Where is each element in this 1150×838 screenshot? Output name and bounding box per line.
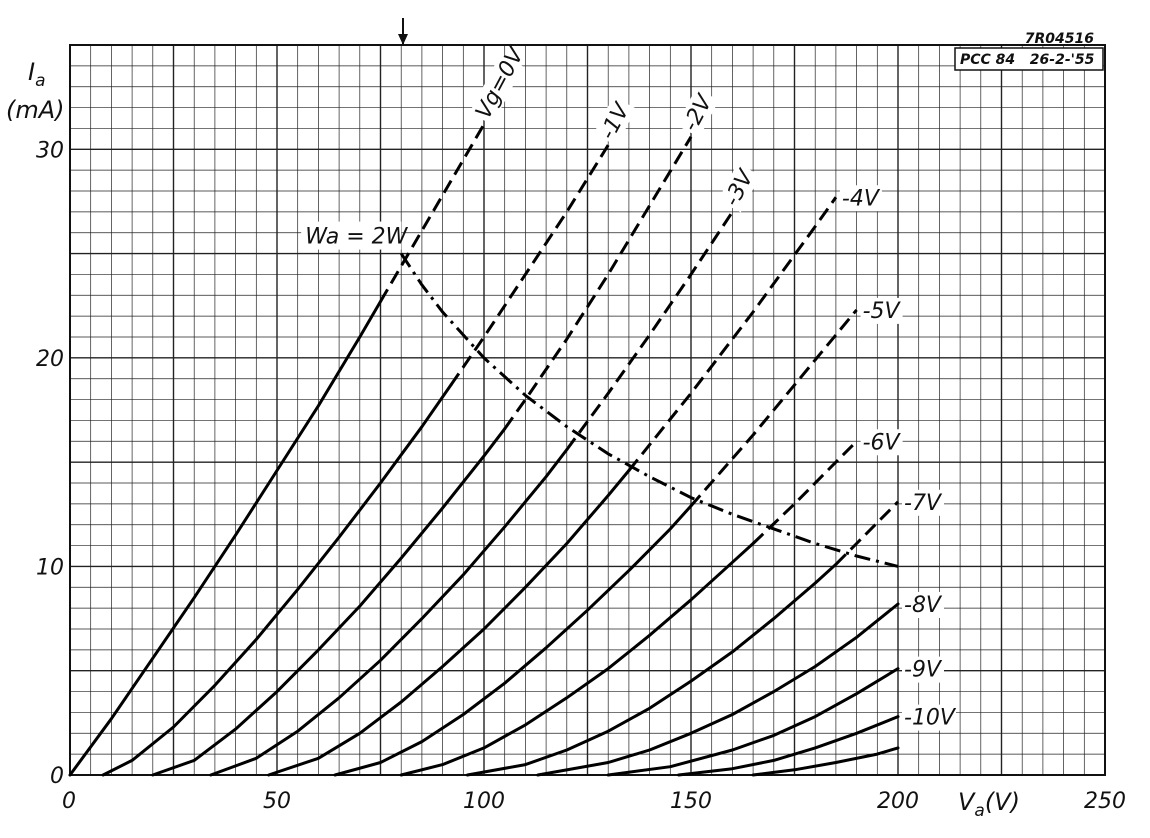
power-limit-line (399, 252, 899, 568)
series-line-solid-5 (333, 504, 693, 777)
series-line-dashed-0 (379, 123, 486, 303)
series-label-bg-4 (839, 185, 882, 212)
series-label-bg-10 (902, 704, 956, 731)
stamp-id: 7R04516 (1025, 31, 1094, 47)
series-label-bg-3 (717, 163, 761, 213)
svg-text:Va(V): Va(V) (958, 788, 1020, 821)
series-line-solid-0 (68, 300, 382, 777)
stamp-type: PCC 84 26-2-'55 (960, 52, 1095, 68)
series-label-bg-7 (902, 489, 944, 516)
series-line-solid-1 (101, 383, 453, 777)
series-line-solid-4 (267, 469, 631, 777)
series-label-bg-8 (902, 591, 944, 618)
y-axis-symbol: I (28, 58, 35, 86)
x-tick-label: 100 (463, 789, 505, 814)
svg-text:Ia: Ia (28, 58, 46, 91)
series-line-dashed-1 (449, 144, 610, 386)
series-line-solid-9 (606, 667, 900, 777)
y-tick-label: 0 (50, 764, 64, 789)
series-label-bg-1 (593, 96, 637, 146)
plot-frame (69, 44, 1106, 776)
series-line-dashed-4 (627, 196, 838, 472)
series-label-10: -10V (904, 706, 957, 731)
power-limit-label: Wa = 2W (305, 225, 408, 250)
series-label-bg-5 (860, 297, 903, 324)
series-label-bg-2 (676, 88, 720, 138)
y-tick-label: 30 (36, 138, 64, 163)
x-axis-symbol: V (958, 788, 976, 816)
series-line-dashed-2 (503, 136, 693, 430)
series-layer: Vg=0V -1V -2V-3V -4V-5V-6V-7V-8V-9V-10V (68, 42, 957, 777)
series-label-bg-6 (860, 429, 903, 456)
series-label-8: -8V (904, 593, 943, 618)
series-label-4: -4V (842, 186, 881, 211)
series-label-5: -5V (863, 299, 902, 324)
series-line-solid-8 (536, 602, 900, 777)
y-axis-subscript: a (35, 71, 45, 91)
top-marker-arrowhead (398, 34, 408, 45)
y-tick-label: 20 (36, 347, 64, 372)
y-tick-labels: 0 10 20 30 (36, 138, 64, 789)
x-tick-label: 150 (670, 789, 712, 814)
x-tick-labels: 0 50 100 150 200 250 (62, 789, 1126, 814)
series-line-solid-2 (151, 427, 507, 777)
x-axis-label: Va(V) (952, 784, 1038, 821)
stamp-frame (954, 47, 1104, 71)
x-tick-label: 200 (877, 789, 919, 814)
x-tick-label: 250 (1084, 789, 1126, 814)
series-line-dashed-3 (565, 211, 734, 451)
x-axis-subscript: a (974, 801, 984, 821)
series-label-0: Vg=0V (471, 42, 530, 123)
series-line-solid-3 (209, 448, 569, 777)
series-line-solid-7 (465, 562, 838, 777)
series-line-dashed-7 (834, 500, 900, 566)
series-label-bg-9 (902, 656, 944, 683)
power-label-bg (301, 221, 402, 250)
series-line-dashed-6 (752, 440, 858, 545)
series-line-dashed-5 (689, 308, 858, 507)
series-line-solid-6 (399, 542, 755, 777)
grid-major (70, 45, 1105, 775)
series-label-7: -7V (904, 491, 943, 516)
x-tick-label: 0 (62, 789, 76, 814)
x-tick-label: 50 (263, 789, 291, 814)
power-curve-layer: Wa = 2W (301, 221, 899, 568)
series-line-solid-10 (677, 715, 900, 777)
series-line-solid-11 (751, 746, 900, 777)
y-tick-label: 10 (36, 555, 64, 580)
series-label-9: -9V (904, 658, 943, 683)
y-axis-unit: (mA) (6, 96, 65, 124)
stamp-box: 7R04516 PCC 84 26-2-'55 (954, 31, 1104, 71)
x-axis-unit: (V) (985, 788, 1020, 816)
series-label-bg-0 (469, 54, 524, 125)
series-label-6: -6V (863, 430, 902, 455)
y-axis-label: Ia (mA) (6, 58, 65, 124)
